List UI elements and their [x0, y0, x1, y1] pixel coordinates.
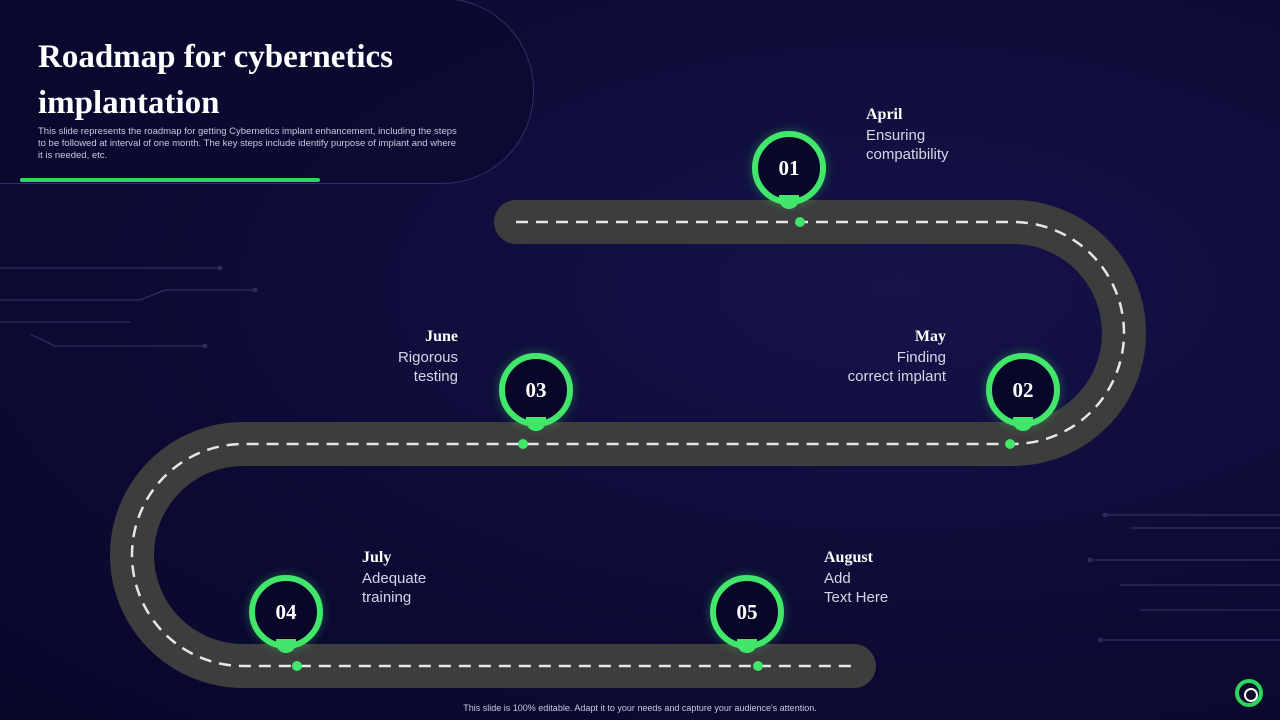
milestone-label-03: June Rigorous testing: [238, 326, 458, 386]
milestone-number: 05: [736, 599, 758, 624]
milestone-marker-02: 02: [986, 353, 1060, 431]
road-dot-03: [518, 439, 528, 449]
milestone-month: June: [425, 328, 458, 345]
marker-pin-icon: [737, 639, 757, 653]
road-dot-05: [753, 661, 763, 671]
road-center-dashes: [130, 220, 1126, 668]
marker-pin-icon: [779, 195, 799, 209]
brand-ring-logo-icon: [1232, 676, 1266, 710]
milestone-text: Rigorous testing: [397, 349, 458, 385]
milestone-marker-04: 04: [249, 575, 323, 653]
milestone-text: Adequate training: [362, 570, 427, 606]
marker-pin-icon: [526, 417, 546, 431]
milestone-month: August: [824, 549, 873, 566]
road-dot-01: [795, 217, 805, 227]
milestone-month: April: [866, 106, 903, 123]
milestone-marker-03: 03: [499, 353, 573, 431]
title-accent-bar: [20, 178, 320, 182]
milestone-text: Finding correct implant: [847, 349, 946, 385]
milestone-month: July: [362, 549, 392, 566]
slide-description: This slide represents the roadmap for ge…: [38, 126, 457, 161]
milestone-month: May: [914, 328, 946, 345]
milestone-number: 04: [275, 599, 297, 624]
marker-pin-icon: [1013, 417, 1033, 431]
slide-title: Roadmap for cybernetics implantation: [38, 39, 394, 121]
road-dot-04: [292, 661, 302, 671]
milestone-label-01: April Ensuring compatibility: [866, 104, 1086, 164]
milestone-text: Add Text Here: [824, 570, 889, 606]
milestone-label-04: July Adequate training: [362, 547, 582, 607]
milestone-label-05: August Add Text Here: [824, 547, 1044, 607]
slide-footer-note: This slide is 100% editable. Adapt it to…: [463, 703, 817, 713]
milestone-marker-01: 01: [752, 131, 826, 209]
milestone-label-02: May Finding correct implant: [726, 326, 946, 386]
milestone-marker-05: 05: [710, 575, 784, 653]
milestone-number: 03: [525, 377, 547, 402]
milestone-text: Ensuring compatibility: [866, 127, 949, 163]
milestone-number: 02: [1012, 377, 1034, 402]
milestone-number: 01: [778, 155, 800, 180]
title-panel: [0, 0, 534, 184]
marker-pin-icon: [276, 639, 296, 653]
road-dot-02: [1005, 439, 1015, 449]
